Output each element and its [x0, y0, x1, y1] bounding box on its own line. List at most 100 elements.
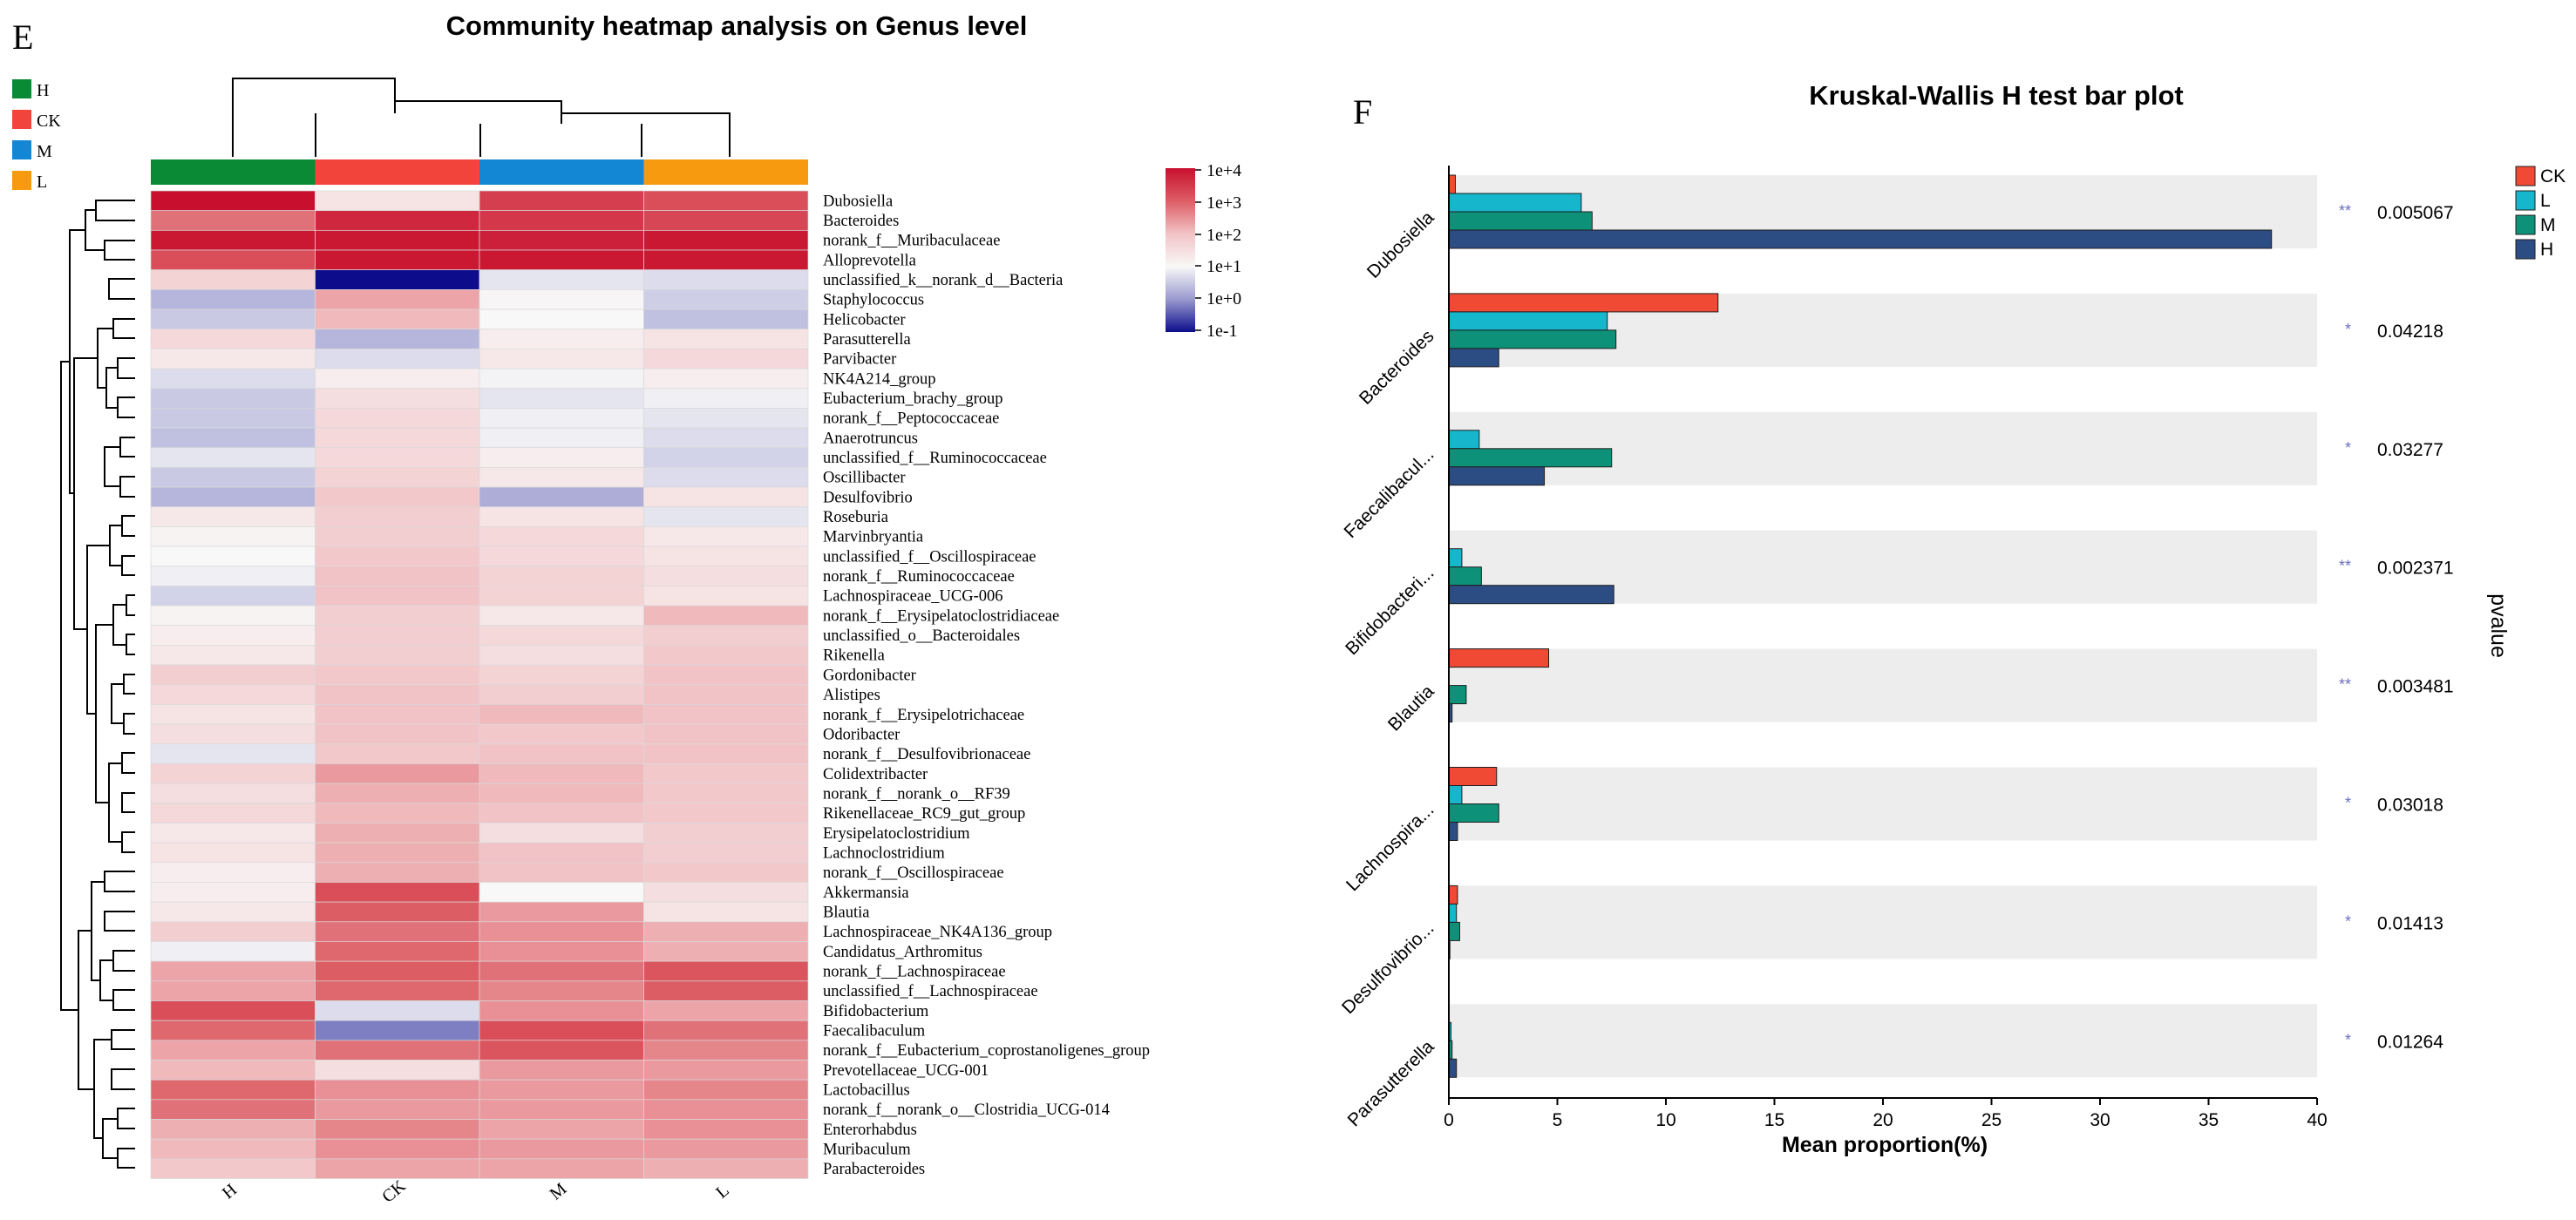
- heatmap-cell: [479, 862, 644, 883]
- heatmap-cell: [479, 566, 644, 586]
- heatmap-cell: [479, 229, 644, 251]
- heatmap-cell: [643, 427, 809, 449]
- dendrogram-link: [111, 1068, 135, 1090]
- heatmap-cell: [479, 308, 644, 330]
- significance-stars: **: [2339, 202, 2351, 220]
- heatmap-cell: [315, 526, 480, 547]
- heatmap-cell: [643, 229, 809, 251]
- heatmap-row-label: Parabacteroides: [823, 1161, 925, 1178]
- significance-stars: **: [2339, 558, 2351, 575]
- dendrogram-link: [112, 989, 135, 1011]
- colorbar-gradient: [1166, 168, 1195, 332]
- heatmap-cell: [150, 1119, 316, 1140]
- heatmap-row-label: unclassified_f__Oscillospiraceae: [823, 548, 1037, 566]
- heatmap-cell: [315, 546, 480, 567]
- heatmap-cell: [150, 1000, 316, 1021]
- legend-label-l: L: [2540, 191, 2551, 211]
- heatmap-cell: [643, 329, 809, 349]
- heatmap-cell: [479, 447, 644, 468]
- heatmap-cell: [479, 763, 644, 784]
- heatmap-row-label: Rikenella: [823, 647, 885, 665]
- dendrogram-link: [232, 78, 396, 157]
- legend-label-h: H: [2540, 240, 2553, 260]
- heatmap-cell: [479, 210, 644, 231]
- heatmap-row-label: Parasutterella: [823, 331, 911, 349]
- heatmap-cell: [479, 269, 644, 290]
- heatmap-cell: [643, 743, 809, 764]
- heatmap-cell: [150, 723, 316, 745]
- dendrogram-link: [121, 752, 135, 774]
- heatmap-cell: [643, 980, 809, 1001]
- bar-dubosiella-l: [1448, 193, 1582, 213]
- x-tick-label: 20: [1873, 1110, 1893, 1130]
- heatmap-row-label: Odoribacter: [823, 726, 900, 743]
- heatmap-row-label: unclassified_k__norank_d__Bacteria: [823, 272, 1063, 289]
- heatmap-cell: [479, 1099, 644, 1120]
- dendrogram-link: [109, 525, 122, 566]
- group-legend-swatch-l: [12, 171, 31, 190]
- heatmap-cell: [643, 941, 809, 962]
- heatmap-column-label: L: [712, 1181, 733, 1203]
- dendrogram-link: [108, 762, 122, 843]
- heatmap-cell: [315, 1119, 480, 1140]
- heatmap-cell: [479, 803, 644, 824]
- heatmap-cell: [150, 586, 316, 607]
- heatmap-cell: [150, 684, 316, 705]
- heatmap-row-label: norank_f__Eubacterium_coprostanoligenes_…: [823, 1042, 1150, 1060]
- row-dendrogram: [60, 200, 135, 1169]
- dendrogram-link: [123, 674, 135, 695]
- heatmap-cell: [643, 862, 809, 883]
- barplot-title: Kruskal-Wallis H test bar plot: [1809, 80, 2184, 111]
- heatmap-row-label: Colidextribacter: [823, 766, 928, 783]
- heatmap-cell: [315, 1060, 480, 1081]
- heatmap-cell: [315, 842, 480, 864]
- heatmap-cell: [643, 308, 809, 330]
- heatmap-cell: [315, 1000, 480, 1021]
- heatmap-cell: [315, 1020, 480, 1041]
- heatmap-cell: [150, 763, 316, 784]
- heatmap-cell: [315, 1138, 480, 1160]
- heatmap-cell: [643, 901, 809, 923]
- colorbar-ticks: [1195, 169, 1201, 331]
- bar-bacteroides-l: [1448, 311, 1608, 331]
- heatmap-cell: [315, 506, 480, 527]
- heatmap-cell: [150, 1040, 316, 1061]
- heatmap-cell: [315, 349, 480, 369]
- x-tick-label: 25: [1981, 1110, 2002, 1130]
- heatmap-cell: [479, 486, 644, 508]
- heatmap-cell: [479, 349, 644, 369]
- dendrogram-link: [91, 881, 105, 981]
- category-label: Lachnospira...: [1342, 800, 1438, 896]
- heatmap-cell: [315, 329, 480, 349]
- heatmap-cell: [150, 190, 316, 212]
- heatmap-row-label: Bacteroides: [823, 213, 899, 230]
- heatmap-cell: [315, 566, 480, 586]
- category-band: [1449, 1004, 2317, 1078]
- heatmap-cell: [479, 1119, 644, 1140]
- heatmap-cell: [643, 803, 809, 824]
- heatmap-cell: [643, 368, 809, 390]
- group-legend-swatch-h: [12, 79, 31, 98]
- heatmap-cell: [479, 427, 644, 449]
- category-label: Blautia: [1384, 681, 1438, 735]
- group-bar-m: [479, 159, 644, 185]
- heatmap-column-label: CK: [378, 1176, 410, 1207]
- barplot-legend: CK LMH: [2515, 166, 2566, 260]
- heatmap-row-label: Bifidobacterium: [823, 1003, 929, 1020]
- x-tick-label: 30: [2090, 1110, 2110, 1130]
- x-tick-label: 10: [1655, 1110, 1675, 1130]
- heatmap-cell: [643, 1119, 809, 1140]
- heatmap-cell: [315, 664, 480, 686]
- heatmap-row-label: norank_f__Muribaculaceae: [823, 233, 1000, 250]
- heatmap-cell: [479, 190, 644, 212]
- heatmap-row-label: Akkermansia: [823, 884, 909, 902]
- heatmap-cell: [479, 1020, 644, 1041]
- legend-label-ck: CK: [2540, 166, 2566, 186]
- heatmap-cell: [643, 1099, 809, 1120]
- heatmap-cell: [479, 723, 644, 745]
- heatmap-cell: [150, 960, 316, 982]
- significance-stars: **: [2339, 676, 2351, 694]
- pvalue-label: 0.03018: [2377, 796, 2443, 816]
- heatmap-row-label: norank_f__Ruminococcaceae: [823, 568, 1015, 586]
- heatmap-cell: [479, 1138, 644, 1160]
